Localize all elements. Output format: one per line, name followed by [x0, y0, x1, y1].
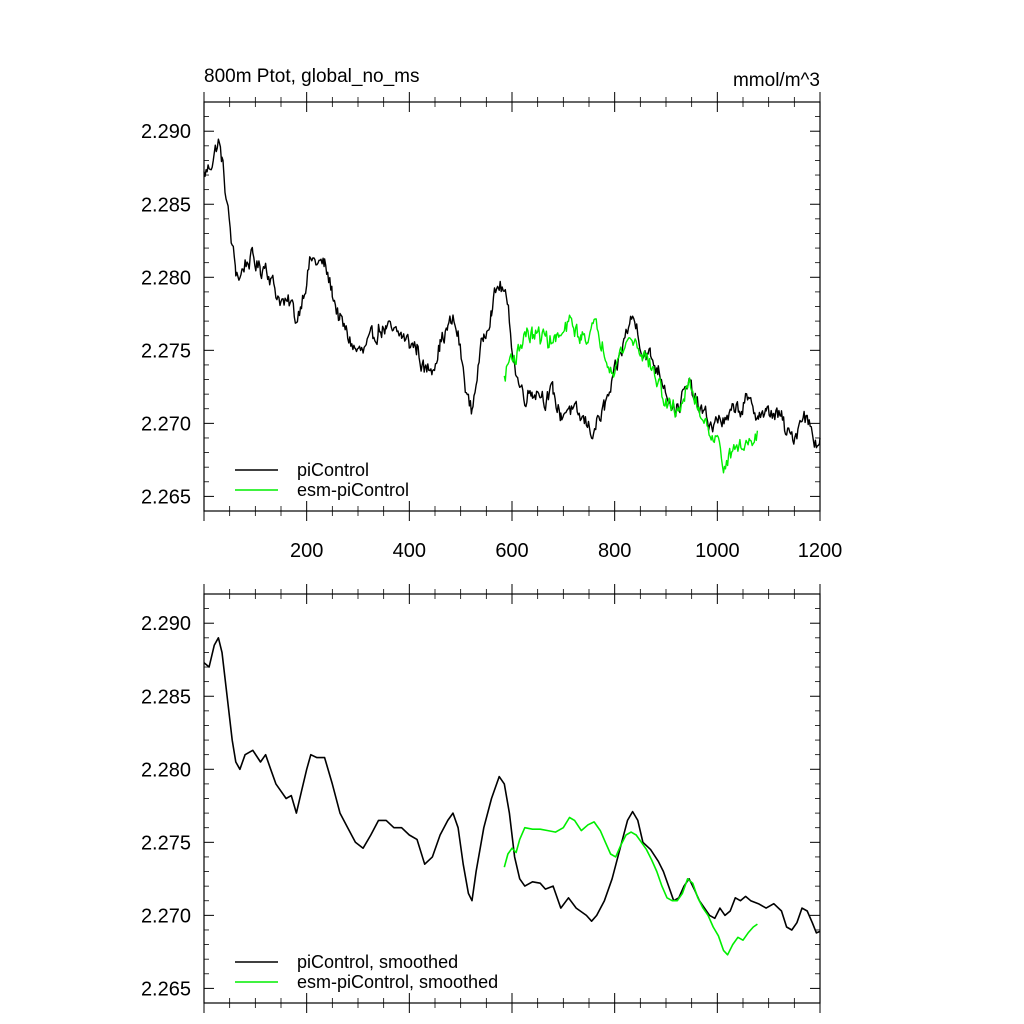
y-tick-label: 2.290 [141, 121, 191, 143]
x-tick-label: 400 [393, 540, 426, 562]
bottom-chart-panel: 2.265 2.270 2.275 2.280 2.285 2.290 piControl… [141, 584, 821, 1013]
y-tick-label: 2.275 [141, 832, 191, 854]
axes-layer: 2.265 2.270 2.275 2.280 2.285 2.290 [141, 584, 821, 1013]
legend: piControl esm-piControl [235, 460, 409, 500]
x-tick-label: 1000 [695, 540, 740, 562]
series-layer [203, 138, 821, 474]
chart-title: 800m Ptot, global_no_ms [204, 66, 419, 87]
series-layer [203, 637, 821, 956]
y-tick-label: 2.275 [141, 340, 191, 362]
series-line-esm-picontrol-smoothed [503, 816, 758, 956]
y-tick-label: 2.265 [141, 978, 191, 1000]
y-tick-label: 2.280 [141, 759, 191, 781]
y-tick-label: 2.265 [141, 486, 191, 508]
top-chart-panel: 800m Ptot, global_no_ms mmol/m^3 2.2652.… [141, 66, 842, 562]
series-line-esm-picontrol [503, 314, 759, 474]
y-tick-label: 2.290 [141, 613, 191, 635]
y-tick-label: 2.270 [141, 413, 191, 435]
series-line-picontrol-smoothed [203, 637, 821, 934]
x-tick-label: 1200 [798, 540, 843, 562]
y-tick-label: 2.285 [141, 194, 191, 216]
x-tick-label: 600 [495, 540, 528, 562]
legend: piControl, smoothed esm-piControl, smoot… [235, 952, 498, 992]
series-line-picontrol [203, 138, 821, 449]
y-tick-label: 2.285 [141, 686, 191, 708]
legend-label-esm-picontrol: esm-piControl [297, 480, 409, 500]
legend-label-picontrol-smoothed: piControl, smoothed [297, 952, 458, 972]
units-label: mmol/m^3 [733, 70, 820, 91]
y-tick-label: 2.270 [141, 905, 191, 927]
axes-layer: 2.265 2.270 2.275 2.280 2.285 2.290 200 400 600 8… [141, 92, 842, 562]
legend-label-esm-picontrol-smoothed: esm-piControl, smoothed [297, 972, 498, 992]
x-tick-label: 200 [290, 540, 323, 562]
y-tick-label: 2.280 [141, 267, 191, 289]
x-tick-label: 800 [598, 540, 631, 562]
legend-label-picontrol: piControl [297, 460, 369, 480]
